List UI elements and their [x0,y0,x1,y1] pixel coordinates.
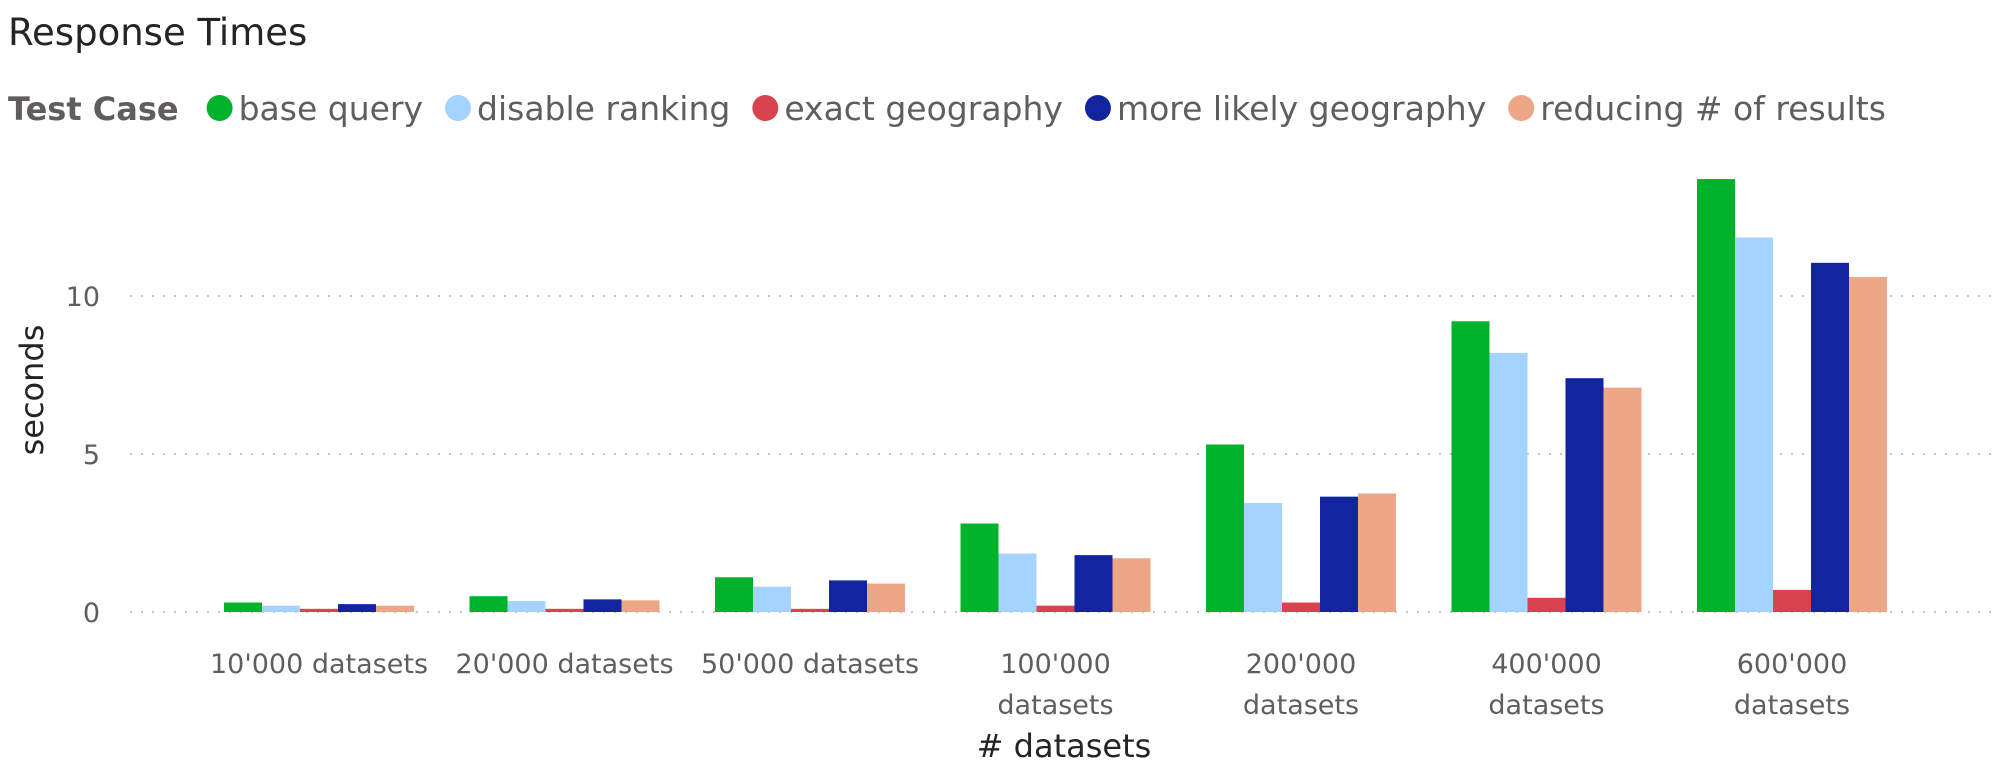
legend-marker-0 [206,95,233,121]
bars [224,179,1887,613]
bar-0-0 [224,602,262,612]
bar-6-0 [1697,179,1735,612]
bar-1-0 [469,596,508,612]
bar-2-0 [715,577,753,612]
x-tick-label-1-0: 20'000 datasets [455,649,673,680]
legend-label-2: exact geography [784,89,1063,128]
legend-title: Test Case [8,90,179,128]
x-tick-label-0-0: 10'000 datasets [210,649,428,680]
bar-0-1 [262,605,300,612]
bar-5-4 [1603,387,1642,612]
x-tick-label-5-1: datasets [1488,690,1604,721]
legend-marker-1 [445,95,472,121]
bar-5-1 [1489,352,1528,612]
bar-0-3 [338,604,376,612]
bar-1-4 [621,600,660,612]
bar-4-0 [1206,444,1244,612]
legend-marker-2 [752,95,779,121]
bar-4-4 [1358,493,1396,612]
legend-marker-4 [1508,95,1535,121]
y-tick-label-5: 5 [83,440,100,471]
x-tick-label-3-0: 100'000 [1000,649,1111,680]
bar-3-0 [960,523,999,612]
legend-label-4: reducing # of results [1540,89,1886,128]
x-tick-label-6-0: 600'000 [1737,649,1848,680]
y-axis-title: seconds [13,325,51,456]
bar-3-4 [1112,558,1151,612]
legend: base query disable ranking exact geography… [206,89,1886,128]
x-tick-label-4-1: datasets [1243,690,1359,721]
bar-6-4 [1849,277,1887,612]
legend-label-1: disable ranking [477,89,730,128]
x-axis: 10'000 datasets 20'000 datasets 50'000 dat… [210,649,1850,721]
bar-1-2 [545,608,584,612]
chart-title: Response Times [8,11,307,54]
bar-4-2 [1282,602,1320,612]
legend-marker-3 [1084,95,1111,121]
x-tick-label-3-1: datasets [997,690,1113,721]
legend-label-3: more likely geography [1117,89,1486,128]
bar-5-2 [1527,597,1566,612]
x-tick-label-6-1: datasets [1734,690,1850,721]
bar-5-0 [1451,321,1490,612]
bar-2-3 [829,580,867,612]
bar-5-3 [1565,378,1604,612]
bar-6-3 [1811,262,1849,612]
legend-label-0: base query [239,89,423,128]
bar-0-2 [300,608,338,612]
bar-3-2 [1036,605,1075,612]
bar-6-1 [1735,237,1773,613]
x-tick-label-2-0: 50'000 datasets [701,649,919,680]
x-tick-label-4-0: 200'000 [1246,649,1357,680]
y-tick-label-10: 10 [66,282,100,313]
bar-3-3 [1074,555,1113,612]
bar-4-1 [1244,502,1282,612]
bar-6-2 [1773,589,1811,612]
x-tick-label-5-0: 400'000 [1491,649,1602,680]
bar-2-2 [791,608,829,612]
bar-1-3 [583,599,622,612]
y-tick-label-0: 0 [83,598,100,629]
bar-2-4 [867,583,905,612]
bar-1-1 [507,600,546,612]
x-axis-title: # datasets [977,727,1152,765]
bar-3-1 [998,553,1037,612]
y-axis: 0 5 10 [66,282,100,629]
bar-2-1 [753,586,791,612]
bar-4-3 [1320,496,1358,612]
bar-0-4 [376,605,414,612]
